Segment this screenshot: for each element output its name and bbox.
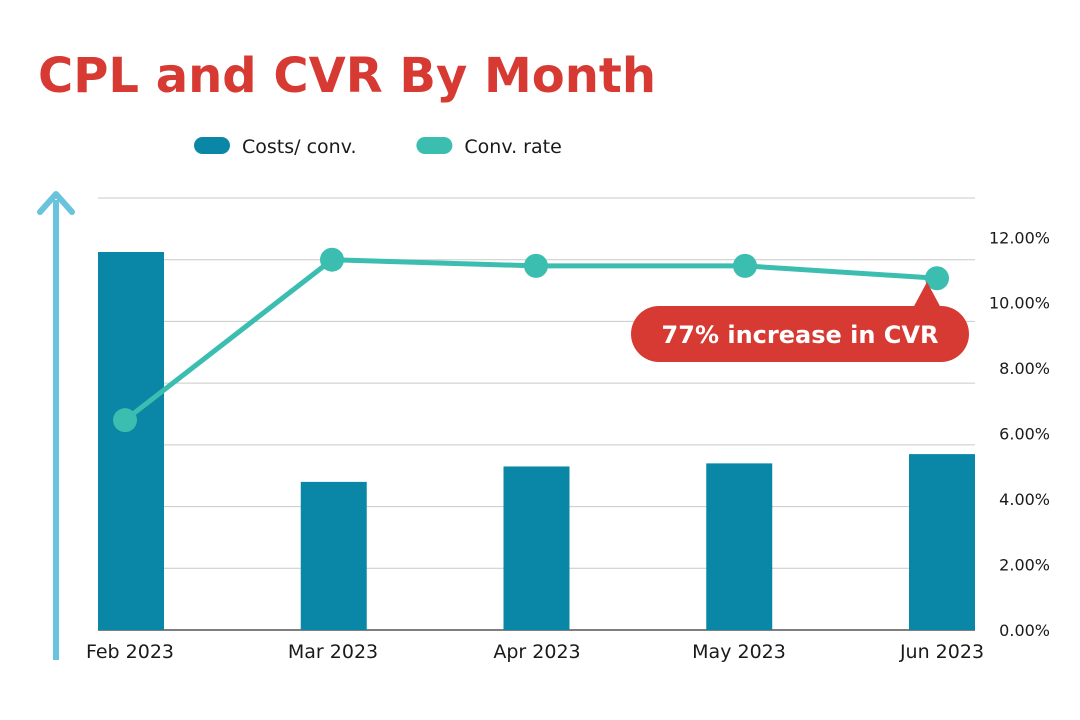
legend-label: Conv. rate: [464, 136, 561, 158]
y2-tick-label: 2.00%: [999, 556, 1050, 575]
conv-rate-series: [113, 247, 949, 433]
y2-tick-label: 6.00%: [999, 425, 1050, 444]
data-point: [113, 408, 137, 433]
x-tick-label: May 2023: [692, 641, 786, 663]
callout-pointer: [913, 282, 941, 308]
bar: [98, 252, 164, 630]
y2-tick-label: 12.00%: [989, 228, 1050, 247]
right-axis: 0.00% 2.00% 4.00% 6.00% 8.00% 10.00% 12.00%: [989, 228, 1050, 640]
y2-tick-label: 4.00%: [999, 490, 1050, 509]
up-arrow-icon: [37, 191, 75, 660]
data-point: [733, 253, 757, 278]
y2-tick-label: 8.00%: [999, 359, 1050, 378]
data-point: [925, 266, 949, 291]
bar: [300, 481, 367, 630]
chart-title: CPL and CVR By Month: [38, 48, 656, 104]
callout-text: 77% increase in CVR: [662, 321, 939, 349]
bar: [503, 466, 570, 630]
x-tick-label: Jun 2023: [899, 641, 984, 663]
data-point: [524, 253, 548, 278]
y2-tick-label: 10.00%: [989, 294, 1050, 313]
x-tick-label: Mar 2023: [288, 641, 378, 663]
legend: Costs/ conv. Conv. rate: [194, 136, 562, 158]
x-axis: Feb 2023 Mar 2023 Apr 2023 May 2023 Jun 2023: [86, 641, 984, 663]
x-tick-label: Feb 2023: [86, 641, 174, 663]
legend-swatch: [416, 137, 453, 154]
callout-box: [631, 306, 969, 362]
x-tick-label: Apr 2023: [493, 641, 580, 663]
legend-label: Costs/ conv.: [242, 136, 357, 158]
y2-tick-label: 0.00%: [999, 621, 1050, 640]
data-point: [320, 247, 344, 272]
annotation-callout: 77% increase in CVR: [631, 282, 969, 362]
bar: [909, 454, 975, 630]
bars: [98, 252, 975, 630]
bar: [706, 463, 773, 630]
legend-swatch: [194, 137, 230, 154]
arrow-head: [37, 191, 75, 215]
